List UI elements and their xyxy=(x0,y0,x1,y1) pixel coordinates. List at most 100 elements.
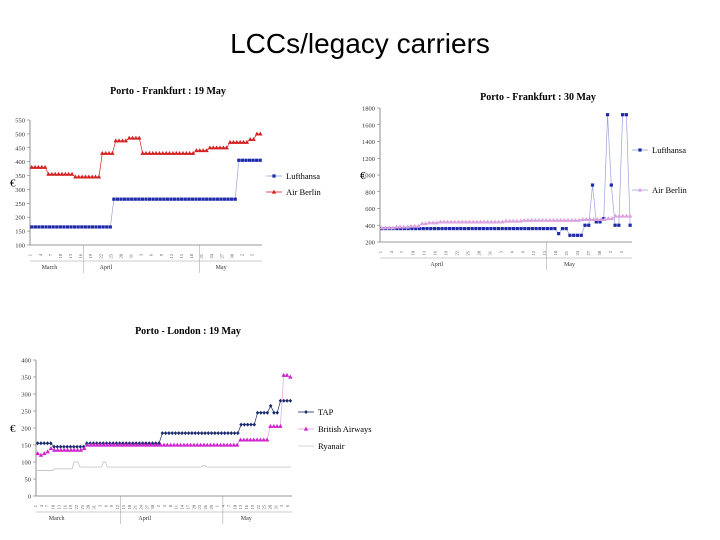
data-point xyxy=(467,219,472,224)
x-tick-label: 21 xyxy=(199,254,204,259)
data-point xyxy=(530,227,534,231)
data-point xyxy=(65,444,69,449)
data-point xyxy=(244,158,248,162)
data-point xyxy=(148,442,153,447)
data-point xyxy=(83,225,87,229)
data-point xyxy=(68,447,74,452)
x-tick-label: 8 xyxy=(168,504,173,507)
data-point xyxy=(594,220,598,224)
data-point xyxy=(201,197,205,201)
data-point xyxy=(76,225,80,229)
legend-marker xyxy=(271,189,277,194)
data-point xyxy=(72,447,77,452)
legend-marker xyxy=(638,148,642,152)
data-point xyxy=(587,223,591,227)
data-point xyxy=(416,223,421,228)
x-tick-label: 7 xyxy=(48,253,53,256)
data-point xyxy=(103,150,108,155)
x-tick-label: 25 xyxy=(108,253,113,258)
data-point xyxy=(113,138,118,143)
x-tick-label: 18 xyxy=(553,250,558,255)
data-point xyxy=(169,197,173,201)
data-point xyxy=(395,227,399,231)
data-point xyxy=(515,227,519,231)
data-point xyxy=(108,442,114,447)
data-point xyxy=(288,398,293,403)
data-point xyxy=(399,227,403,231)
data-point xyxy=(237,158,241,162)
data-point xyxy=(496,219,501,224)
data-point xyxy=(98,442,104,447)
data-point xyxy=(628,223,632,227)
legend-marker xyxy=(303,426,309,431)
data-point xyxy=(554,217,560,222)
y-tick-label: 1400 xyxy=(362,139,375,146)
data-point xyxy=(46,171,51,176)
x-tick-label: 6 xyxy=(285,504,290,507)
x-tick-label: 22 xyxy=(98,254,103,259)
data-point xyxy=(576,217,582,222)
data-point xyxy=(414,227,418,231)
month-label: May xyxy=(216,265,227,271)
data-point xyxy=(463,227,467,231)
data-point xyxy=(205,442,210,447)
data-point xyxy=(613,213,618,218)
data-point xyxy=(170,431,175,436)
data-point xyxy=(56,171,61,176)
data-point xyxy=(240,158,244,162)
data-point xyxy=(55,444,60,449)
data-point xyxy=(167,150,172,155)
data-point xyxy=(444,227,448,231)
x-tick-label: 7 xyxy=(400,250,405,253)
data-point xyxy=(254,437,260,442)
data-point xyxy=(144,197,148,201)
data-point xyxy=(620,213,626,218)
data-point xyxy=(511,218,516,223)
data-point xyxy=(184,150,189,155)
data-point xyxy=(181,442,187,447)
data-point xyxy=(285,398,289,403)
y-tick-label: 0 xyxy=(28,494,31,501)
x-tick-label: 31 xyxy=(487,251,492,256)
data-point xyxy=(218,442,223,447)
data-point xyxy=(93,174,98,179)
data-point xyxy=(167,431,171,436)
data-point xyxy=(281,398,286,403)
data-point xyxy=(247,158,252,162)
data-point xyxy=(258,158,262,162)
data-point xyxy=(73,174,78,179)
data-point xyxy=(194,148,199,153)
x-tick-label: 28 xyxy=(267,504,272,509)
data-point xyxy=(158,442,163,447)
data-point xyxy=(150,150,155,155)
data-point xyxy=(562,217,567,222)
data-point xyxy=(195,442,200,447)
data-point xyxy=(73,225,77,229)
x-tick-label: 3 xyxy=(97,504,102,507)
chart-svg: Porto - Frankfurt : 19 May 100 150 200 250 30… xyxy=(10,86,321,273)
x-tick-label: 31 xyxy=(273,505,278,510)
data-point xyxy=(190,150,196,155)
data-point xyxy=(231,442,237,447)
data-point xyxy=(85,442,90,447)
data-point xyxy=(405,224,410,229)
data-point xyxy=(171,442,177,447)
data-point xyxy=(91,442,97,447)
data-point xyxy=(135,442,140,447)
data-point xyxy=(390,225,395,230)
x-tick-label: 10 xyxy=(51,504,56,509)
data-point xyxy=(96,174,102,179)
x-tick-label: 12 xyxy=(115,505,120,510)
x-tick-label: 19 xyxy=(88,253,93,258)
data-point xyxy=(459,219,465,224)
data-point xyxy=(197,197,202,201)
data-point xyxy=(251,137,256,142)
data-point xyxy=(397,224,403,229)
data-point xyxy=(87,225,91,229)
data-point xyxy=(222,197,227,201)
data-point xyxy=(36,164,41,169)
data-point xyxy=(214,145,219,150)
x-tick-label: 16 xyxy=(244,504,249,509)
data-point xyxy=(408,223,414,228)
data-point xyxy=(40,225,45,229)
